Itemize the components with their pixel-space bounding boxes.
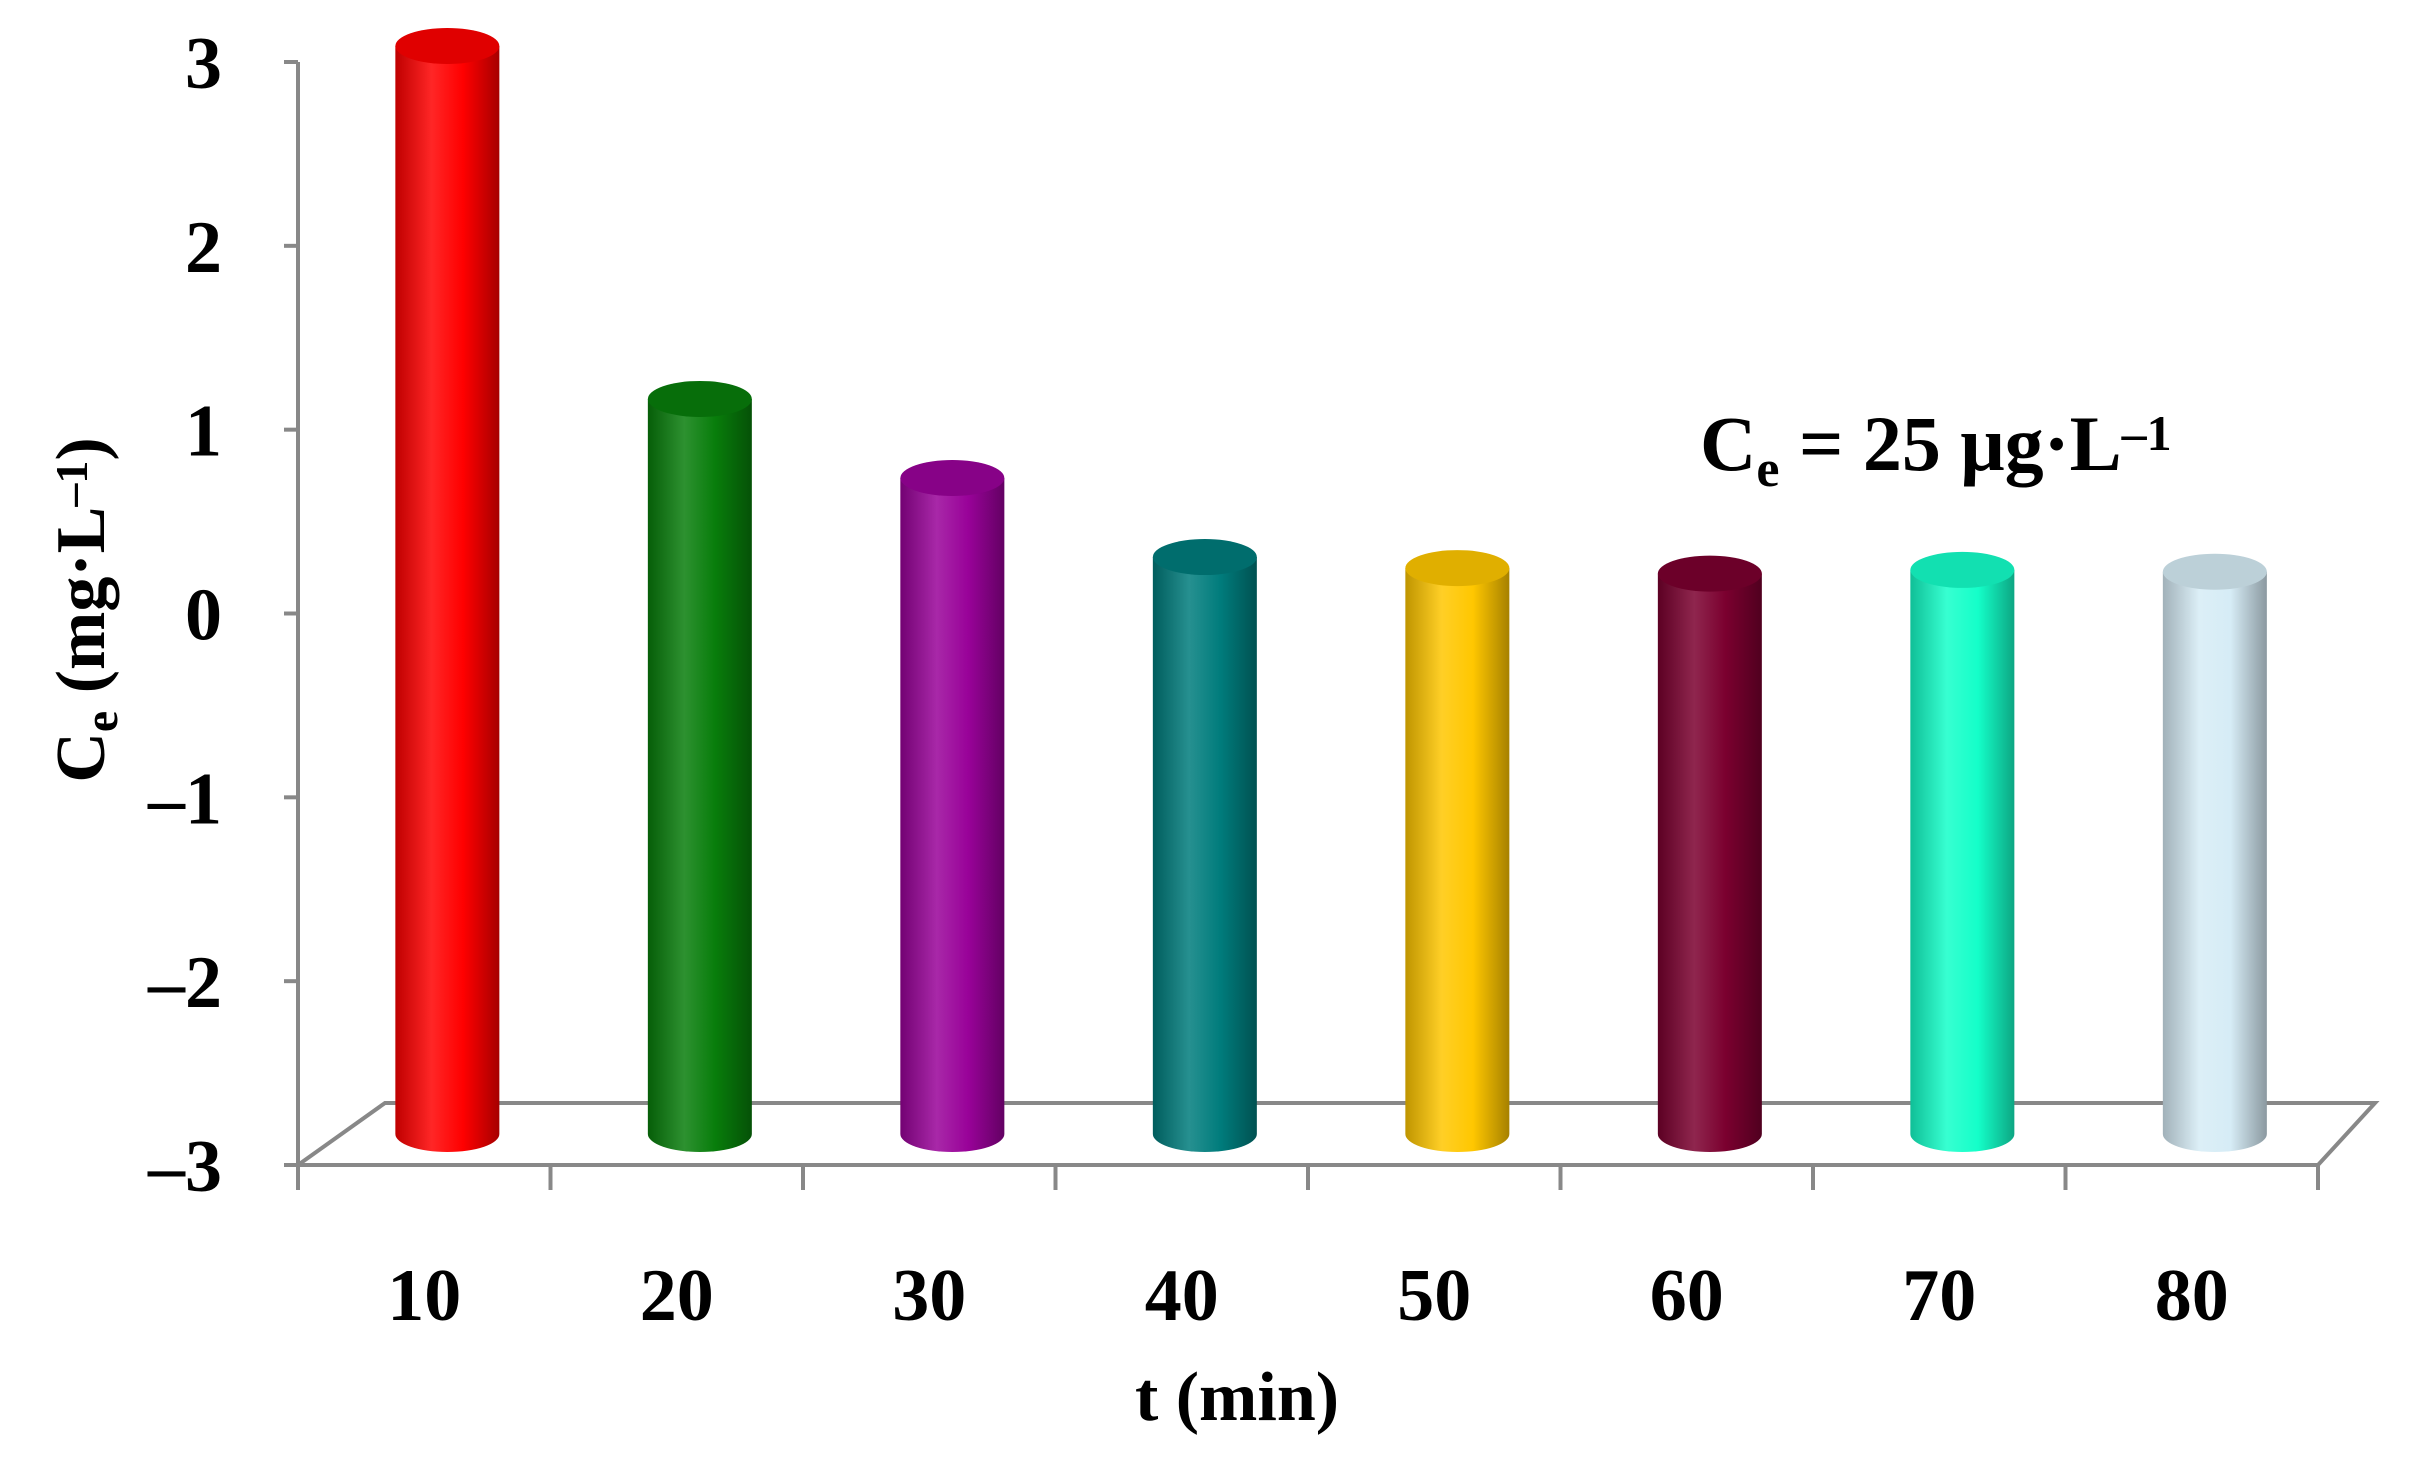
bars <box>395 28 2267 1153</box>
bar-top <box>1657 555 1762 592</box>
bar-10 <box>395 28 500 1152</box>
x-tick-label: 10 <box>387 1255 461 1337</box>
x-tick-label: 50 <box>1397 1255 1471 1337</box>
bar-80 <box>2162 553 2267 1152</box>
x-axis-title: t (min) <box>1135 1359 1339 1436</box>
bar-60 <box>1657 555 1762 1152</box>
y-tick-label: –3 <box>147 1126 222 1208</box>
y-tick-label: –2 <box>147 942 222 1024</box>
x-tick-label: 40 <box>1145 1255 1219 1337</box>
bar-40 <box>1152 539 1257 1152</box>
bar-30 <box>900 460 1005 1153</box>
bar-body <box>1152 557 1257 1152</box>
bar-body <box>2162 571 2267 1152</box>
bar-50 <box>1405 550 1510 1152</box>
y-axis-title: Ce (mg·L–1) <box>43 437 128 782</box>
bar-top <box>647 380 752 417</box>
bar-body <box>1910 569 2015 1152</box>
x-tick-label: 60 <box>1650 1255 1724 1337</box>
x-tick-label: 80 <box>2155 1255 2229 1337</box>
bar-top <box>900 460 1005 497</box>
x-ticks <box>296 1165 2320 1190</box>
bar-top <box>1405 550 1510 587</box>
bar-top <box>395 28 500 64</box>
y-tick-label: 0 <box>185 575 222 657</box>
bar-body <box>395 46 500 1152</box>
bar-body <box>900 478 1005 1153</box>
bar-70 <box>1910 551 2015 1152</box>
y-tick-label: 2 <box>185 207 222 289</box>
x-tick-label: 70 <box>1902 1255 1976 1337</box>
chart-floor <box>291 1101 2380 1167</box>
x-tick-label: 30 <box>892 1255 966 1337</box>
bar-body <box>647 398 752 1153</box>
y-tick-label: 3 <box>185 23 222 105</box>
x-tick-label: 20 <box>640 1255 714 1337</box>
bar-top <box>2162 553 2267 590</box>
x-tick-labels: 10 20 30 40 50 60 70 80 <box>387 1255 2229 1337</box>
bar-top <box>1152 539 1257 576</box>
y-ticks: 3 2 1 0 –1 –2 –3 <box>147 23 298 1208</box>
y-tick-label: –1 <box>147 758 222 840</box>
bar-body <box>1405 568 1510 1152</box>
annotation-text: Ce = 25 μg·L–1 <box>1700 400 2172 498</box>
y-tick-label: 1 <box>185 391 222 473</box>
bar-20 <box>647 380 752 1153</box>
bar-body <box>1657 573 1762 1152</box>
bar-top <box>1910 551 2015 588</box>
